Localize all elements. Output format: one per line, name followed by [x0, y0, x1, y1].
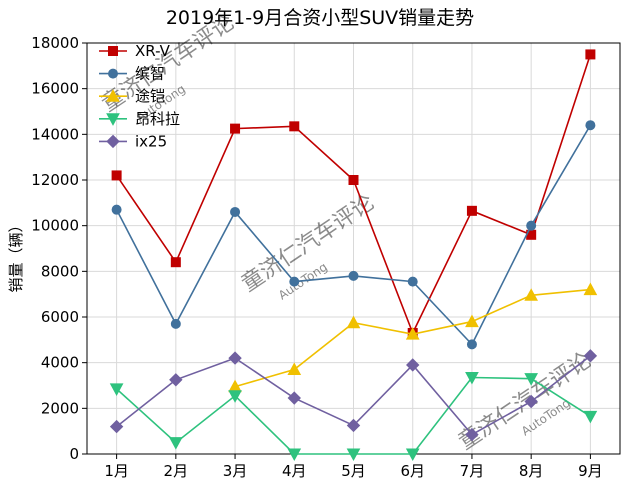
legend-marker — [106, 134, 120, 149]
chart-title: 2019年1-9月合资小型SUV销量走势 — [166, 7, 474, 29]
legend-marker — [108, 68, 118, 79]
series-4 — [109, 349, 598, 442]
y-tick-label: 4000 — [41, 354, 79, 372]
y-tick-label: 16000 — [31, 80, 79, 98]
data-point — [228, 351, 242, 365]
data-point — [583, 349, 598, 363]
data-point — [287, 391, 301, 405]
y-tick-label: 18000 — [31, 34, 79, 52]
x-tick-label: 8月 — [519, 462, 544, 480]
x-tick-label: 3月 — [223, 462, 248, 480]
data-point — [346, 418, 361, 433]
data-point — [466, 205, 477, 216]
y-tick-label: 12000 — [31, 171, 79, 189]
data-point — [585, 120, 596, 131]
data-point — [465, 314, 479, 328]
y-tick-label: 8000 — [41, 262, 79, 280]
data-point — [346, 315, 361, 329]
data-point — [465, 372, 479, 385]
legend-marker — [106, 89, 120, 102]
data-point — [406, 358, 420, 372]
y-tick-label: 10000 — [31, 217, 79, 235]
watermark-layer: 童济仁汽车评论 AutoTong 童济仁汽车评论 AutoTong 童济仁汽车评… — [97, 10, 596, 455]
data-point — [289, 121, 300, 132]
data-point — [407, 276, 418, 287]
legend-label: XR-V — [135, 42, 171, 60]
data-point — [583, 410, 598, 424]
legend-item-1: 缤智 — [99, 65, 165, 83]
data-point — [168, 437, 183, 450]
data-point — [583, 282, 598, 296]
data-point — [405, 327, 420, 340]
legend-item-3: 昂科拉 — [99, 110, 180, 128]
y-tick-label: 14000 — [31, 125, 79, 143]
data-point — [465, 427, 479, 442]
data-point — [524, 373, 539, 386]
y-tick-label: 2000 — [41, 399, 79, 417]
x-tick-label: 2月 — [164, 462, 189, 480]
legend-label: ix25 — [135, 132, 167, 150]
data-point — [287, 448, 302, 462]
x-tick-label: 9月 — [578, 462, 603, 480]
data-point — [466, 339, 477, 350]
data-point — [230, 123, 241, 134]
legend-marker — [108, 46, 118, 56]
data-point — [524, 288, 539, 301]
legend-label: 缤智 — [135, 65, 165, 83]
legend-marker — [106, 113, 120, 126]
data-point — [287, 362, 302, 376]
data-point — [526, 220, 537, 231]
x-tick-label: 6月 — [400, 462, 425, 480]
data-point — [170, 318, 181, 329]
data-point — [346, 448, 361, 462]
legend-label: 途铠 — [135, 87, 165, 105]
data-point — [111, 204, 122, 215]
data-point — [169, 373, 183, 387]
legend-label: 昂科拉 — [135, 110, 180, 128]
data-point — [109, 383, 124, 396]
legend-item-4: ix25 — [99, 132, 167, 150]
series-3 — [109, 372, 598, 462]
data-point — [405, 448, 420, 462]
data-point — [289, 276, 300, 287]
data-point — [109, 419, 124, 434]
data-point — [348, 270, 359, 281]
series-1 — [111, 120, 596, 350]
y-tick-label: 0 — [69, 445, 79, 463]
data-point — [585, 49, 596, 60]
data-point — [111, 170, 122, 181]
legend-item-0: XR-V — [99, 42, 171, 60]
y-tick-label: 6000 — [41, 308, 79, 326]
series-layer — [109, 49, 598, 462]
data-point — [228, 390, 242, 403]
data-point — [230, 206, 241, 217]
data-point — [170, 257, 181, 268]
y-axis-label: 销量（辆） — [7, 217, 25, 292]
x-tick-label: 7月 — [460, 462, 485, 480]
axes: 0 2000 4000 6000 8000 10000 12000 14000 16000 180… — [31, 34, 621, 480]
data-point — [348, 175, 359, 185]
legend-item-2: 途铠 — [99, 87, 165, 105]
data-point — [524, 394, 538, 409]
x-tick-label: 1月 — [104, 462, 129, 480]
series-2 — [228, 282, 598, 393]
x-tick-label: 5月 — [341, 462, 366, 480]
x-tick-label: 4月 — [282, 462, 307, 480]
